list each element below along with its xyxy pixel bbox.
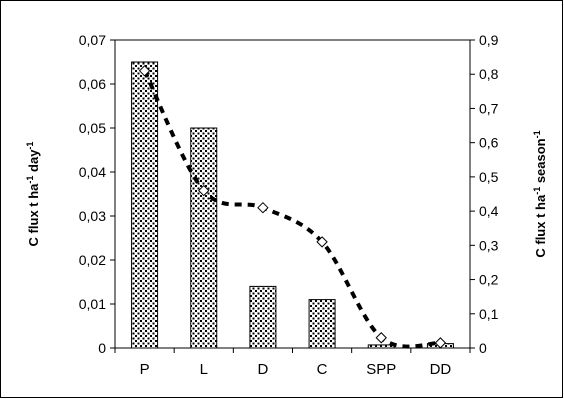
right-axis: 0 0,1 0,2 0,3 0,4 0,5 0,6 0,7 0,8 0,9 xyxy=(470,32,499,356)
bars-layer xyxy=(131,61,454,349)
left-axis: 0 0,01 0,02 0,03 0,04 0,05 0,06 0,07 xyxy=(79,32,115,356)
line-layer xyxy=(138,65,447,349)
left-tick-label: 0,03 xyxy=(79,208,106,224)
x-tick-label-spp: SPP xyxy=(366,361,396,378)
right-axis-title: C flux t ha-1 season-1 xyxy=(532,130,548,257)
marker-p xyxy=(138,65,151,77)
right-tick-label: 0,2 xyxy=(479,272,499,288)
right-tick-label: 0,7 xyxy=(479,100,499,116)
x-tick-label-c: C xyxy=(317,361,328,378)
left-tick-label: 0,01 xyxy=(79,296,106,312)
left-tick-label: 0 xyxy=(98,340,106,356)
bar-c xyxy=(308,299,336,349)
right-tick-label: 0,5 xyxy=(479,169,499,185)
bar-p xyxy=(131,61,159,349)
right-tick-label: 0,8 xyxy=(479,66,499,82)
bar-l xyxy=(190,127,218,349)
left-tick-label: 0,04 xyxy=(79,164,106,180)
right-tick-label: 0,4 xyxy=(479,203,499,219)
marker-spp xyxy=(375,332,387,344)
right-tick-label: 0,1 xyxy=(479,306,499,322)
right-tick-label: 0 xyxy=(479,340,487,356)
x-axis: P L D C SPP DD xyxy=(114,348,471,378)
marker-dd xyxy=(434,337,447,349)
right-tick-label: 0,6 xyxy=(479,135,499,151)
season-flux-line xyxy=(142,69,441,349)
left-tick-label: 0,07 xyxy=(79,32,106,48)
bar-d xyxy=(249,285,277,349)
marker-l xyxy=(198,184,210,197)
x-tick-label-l: L xyxy=(200,361,208,378)
x-tick-label-d: D xyxy=(257,361,268,378)
right-tick-label: 0,9 xyxy=(479,32,499,48)
left-tick-label: 0,05 xyxy=(79,120,106,136)
right-tick-label: 0,3 xyxy=(479,237,499,253)
plot-area xyxy=(114,39,471,349)
marker-c xyxy=(316,236,328,248)
x-tick-label-dd: DD xyxy=(430,361,452,378)
marker-d xyxy=(257,201,269,214)
left-axis-title: C flux t ha-1 day-1 xyxy=(25,142,41,247)
left-tick-label: 0,06 xyxy=(79,76,106,92)
left-tick-label: 0,02 xyxy=(79,252,106,268)
x-tick-label-p: P xyxy=(140,361,150,378)
